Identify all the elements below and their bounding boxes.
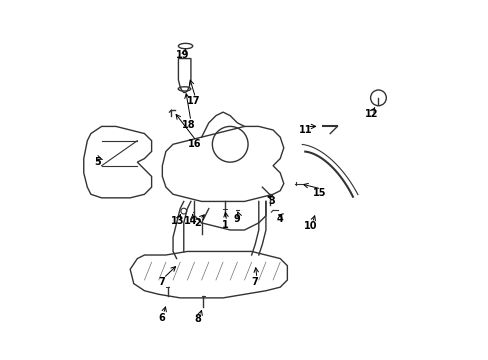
Text: 17: 17: [186, 96, 200, 107]
Text: 8: 8: [194, 314, 201, 324]
Text: 18: 18: [182, 120, 196, 130]
Text: 14: 14: [184, 216, 197, 226]
Text: 9: 9: [233, 214, 240, 224]
Text: 11: 11: [298, 125, 311, 135]
Text: 16: 16: [187, 139, 201, 149]
Text: 7: 7: [158, 277, 164, 287]
Text: 4: 4: [276, 214, 283, 224]
Text: 15: 15: [312, 188, 325, 198]
Text: 13: 13: [170, 216, 183, 226]
Text: 2: 2: [194, 218, 201, 228]
Text: 7: 7: [251, 277, 258, 287]
Text: 5: 5: [95, 157, 101, 167]
Text: 6: 6: [158, 312, 164, 323]
Text: 19: 19: [176, 50, 189, 60]
Text: 3: 3: [267, 197, 274, 206]
Text: 12: 12: [364, 109, 377, 119]
Text: 1: 1: [221, 220, 228, 230]
Text: 10: 10: [303, 221, 317, 231]
